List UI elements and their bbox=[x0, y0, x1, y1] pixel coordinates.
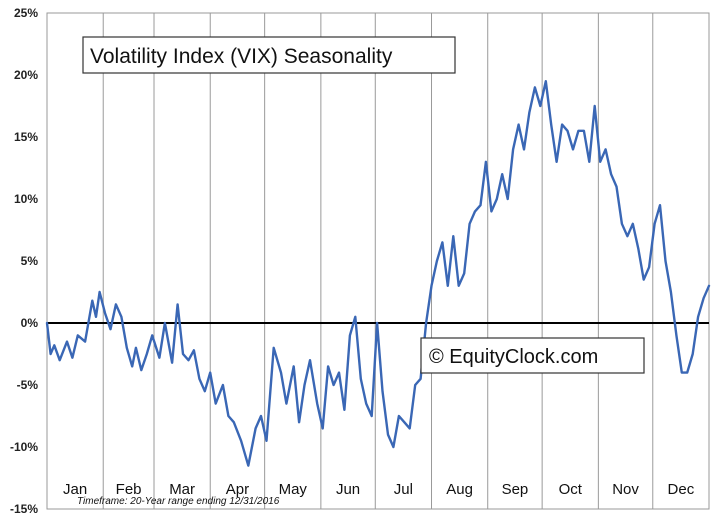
x-tick-label: Aug bbox=[446, 481, 473, 498]
footnote: Timeframe: 20-Year range ending 12/31/20… bbox=[77, 496, 280, 507]
x-tick-label: May bbox=[279, 481, 308, 498]
x-tick-label: Jul bbox=[394, 481, 413, 498]
month-grid bbox=[102, 13, 654, 509]
x-tick-label: Nov bbox=[612, 481, 639, 498]
x-tick-label: Feb bbox=[116, 481, 142, 498]
y-tick-label: -15% bbox=[10, 502, 38, 516]
y-tick-label: 0% bbox=[21, 316, 39, 330]
y-tick-label: -10% bbox=[10, 440, 38, 454]
y-tick-label: -5% bbox=[17, 378, 39, 392]
x-tick-label: Apr bbox=[226, 481, 249, 498]
y-tick-label: 20% bbox=[14, 68, 38, 82]
x-tick-label: Oct bbox=[559, 481, 583, 498]
credit-label: © EquityClock.com bbox=[429, 346, 598, 368]
chart-title: Volatility Index (VIX) Seasonality bbox=[90, 45, 393, 68]
credit-box: © EquityClock.com bbox=[420, 337, 645, 374]
x-tick-label: Mar bbox=[169, 481, 195, 498]
y-tick-label: 15% bbox=[14, 130, 38, 144]
x-tick-label: Jun bbox=[336, 481, 360, 498]
x-tick-label: Jan bbox=[63, 481, 87, 498]
title-box: Volatility Index (VIX) Seasonality bbox=[82, 36, 456, 74]
y-tick-label: 25% bbox=[14, 6, 38, 20]
y-axis-tick-labels: 25% 20% 15% 10% 5% 0% -5% -10% -15% bbox=[10, 6, 38, 516]
y-tick-label: 5% bbox=[21, 254, 39, 268]
x-axis-month-labels: Jan Feb Mar Apr May Jun Jul Aug Sep Oct Nov Dec bbox=[63, 481, 695, 498]
y-tick-label: 10% bbox=[14, 192, 38, 206]
x-tick-label: Dec bbox=[668, 481, 695, 498]
series-line-vix bbox=[45, 80, 711, 467]
plot-area-border bbox=[46, 12, 710, 510]
x-tick-label: Sep bbox=[502, 481, 529, 498]
